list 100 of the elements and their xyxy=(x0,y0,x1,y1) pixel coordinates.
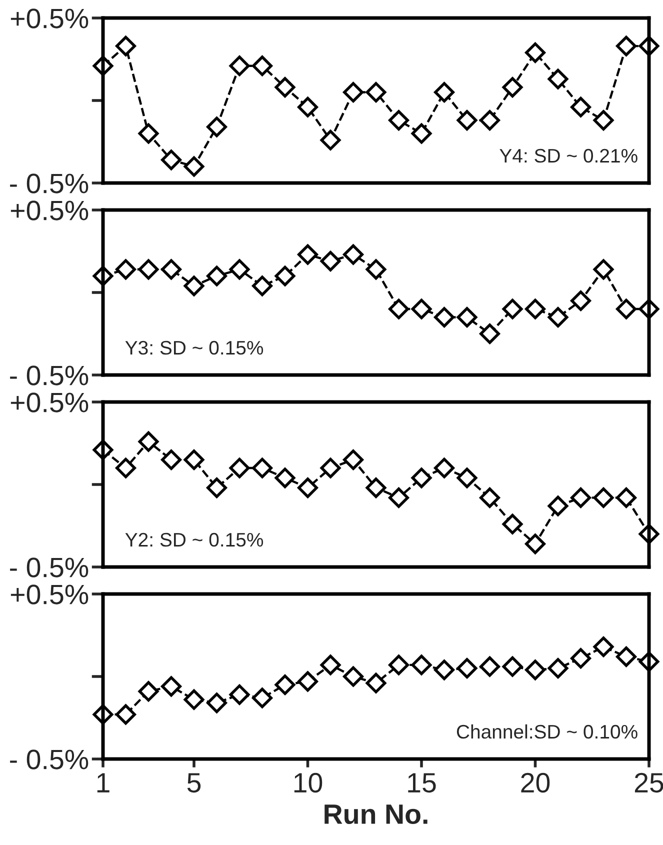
point xyxy=(138,123,159,144)
point xyxy=(206,266,227,286)
point xyxy=(434,307,454,328)
point xyxy=(570,290,591,311)
point xyxy=(138,431,159,452)
point xyxy=(616,487,636,508)
point xyxy=(229,259,250,280)
point xyxy=(116,259,136,280)
point xyxy=(161,676,182,697)
point xyxy=(298,244,318,265)
point xyxy=(616,646,636,667)
point xyxy=(320,130,341,150)
point xyxy=(320,458,341,478)
x-tick-label: 10 xyxy=(294,772,322,793)
point xyxy=(161,150,182,170)
point xyxy=(138,259,159,280)
point xyxy=(570,648,591,669)
point xyxy=(298,478,318,498)
point xyxy=(366,478,386,498)
point xyxy=(343,244,364,265)
point xyxy=(206,692,227,714)
point xyxy=(456,468,478,488)
point xyxy=(593,259,614,280)
point xyxy=(366,82,386,102)
point xyxy=(138,681,159,702)
point xyxy=(502,514,523,534)
point xyxy=(184,689,204,710)
point xyxy=(206,478,227,498)
point xyxy=(411,298,432,320)
point xyxy=(320,654,341,676)
point xyxy=(388,110,409,131)
y-tick-label: +0.5% xyxy=(10,8,88,28)
x-tick-label: 25 xyxy=(634,772,663,793)
point xyxy=(116,458,136,478)
y-tick-label: +0.5% xyxy=(10,584,88,604)
x-tick-label: 20 xyxy=(521,772,550,793)
point xyxy=(593,487,614,508)
point xyxy=(411,654,432,676)
point xyxy=(388,298,409,320)
point xyxy=(116,704,136,725)
y-tick-label: +0.5% xyxy=(10,200,88,220)
point xyxy=(548,307,568,328)
x-tick-label: 5 xyxy=(187,773,201,793)
point xyxy=(184,276,204,296)
point xyxy=(229,56,250,76)
point xyxy=(343,82,364,102)
point xyxy=(411,123,432,144)
point xyxy=(434,660,454,680)
x-tick-label: 1 xyxy=(97,773,110,792)
point xyxy=(434,458,454,478)
point xyxy=(343,450,364,470)
point xyxy=(480,656,500,677)
point xyxy=(480,110,500,131)
point xyxy=(252,276,272,296)
y-tick-label: +0.5% xyxy=(10,392,88,412)
point xyxy=(274,468,296,488)
point xyxy=(548,496,568,516)
point xyxy=(456,110,478,131)
point xyxy=(388,654,409,676)
point xyxy=(525,534,546,554)
point xyxy=(229,684,250,705)
point xyxy=(206,116,227,138)
point xyxy=(502,298,523,320)
y-tick-label: - 0.5% xyxy=(10,558,88,578)
point xyxy=(525,660,546,680)
point xyxy=(525,298,546,320)
point xyxy=(184,450,204,470)
point xyxy=(593,110,614,131)
point xyxy=(570,487,591,508)
point xyxy=(411,468,432,488)
point xyxy=(320,250,341,272)
point xyxy=(229,458,250,478)
point xyxy=(343,666,364,687)
point xyxy=(252,56,272,76)
point xyxy=(184,156,204,177)
point xyxy=(252,458,272,478)
y-tick-label: - 0.5% xyxy=(10,750,88,770)
point xyxy=(525,42,546,63)
annotation: Y4: SD ~ 0.21% xyxy=(500,148,638,163)
annotation: Y2: SD ~ 0.15% xyxy=(125,532,264,547)
y-tick-label: - 0.5% xyxy=(10,366,88,386)
point xyxy=(161,450,182,470)
point xyxy=(274,674,296,695)
point xyxy=(548,68,568,90)
point xyxy=(252,688,272,708)
y-tick-label: - 0.5% xyxy=(10,174,88,194)
point xyxy=(116,36,136,56)
point xyxy=(480,487,500,508)
point xyxy=(456,307,478,328)
point xyxy=(161,259,182,280)
point xyxy=(502,656,523,677)
point xyxy=(274,77,296,98)
point xyxy=(388,487,409,508)
point xyxy=(298,96,318,118)
point xyxy=(616,298,636,320)
point xyxy=(616,36,636,56)
annotation: Y3: SD ~ 0.15% xyxy=(125,340,264,355)
point xyxy=(366,259,386,280)
point xyxy=(480,324,500,344)
x-axis-title: Run No. xyxy=(324,804,428,824)
